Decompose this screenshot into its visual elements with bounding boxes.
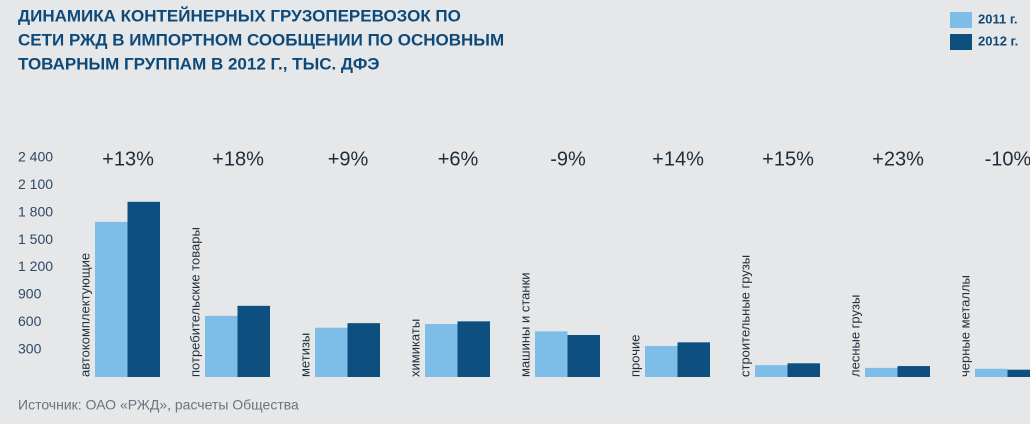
bar: [567, 335, 600, 377]
legend-label: 2012 г.: [978, 33, 1018, 48]
y-tick-label: 1 200: [18, 258, 53, 274]
change-label: -10%: [985, 148, 1030, 170]
bar: [865, 367, 898, 377]
legend-swatch: [950, 34, 972, 50]
change-label: +6%: [438, 148, 479, 170]
chart-title: СЕТИ РЖД В ИМПОРТНОМ СООБЩЕНИИ ПО ОСНОВН…: [18, 30, 504, 49]
bar: [205, 315, 238, 377]
category-label: прочие: [627, 335, 642, 377]
bar: [645, 345, 678, 377]
category-label: автокомплектующие: [77, 253, 92, 377]
category-label: строительные грузы: [737, 255, 752, 377]
category-label: машины и станки: [517, 272, 532, 377]
category-label: химикаты: [407, 319, 422, 377]
bar: [975, 368, 1008, 377]
y-tick-label: 2 100: [18, 176, 53, 192]
y-tick-label: 2 400: [18, 149, 53, 165]
change-label: +15%: [762, 148, 814, 170]
legend-swatch: [950, 12, 972, 28]
bar: [315, 327, 348, 377]
y-tick-label: 300: [18, 340, 42, 356]
y-tick-label: 600: [18, 313, 42, 329]
bar: [897, 366, 930, 377]
bar: [457, 321, 490, 377]
bar: [95, 221, 128, 377]
bar: [127, 201, 160, 377]
category-label: черные металлы: [957, 275, 972, 377]
category-label: метизы: [297, 333, 312, 377]
y-tick-label: 900: [18, 286, 42, 302]
change-label: +18%: [212, 148, 264, 170]
chart-title: ДИНАМИКА КОНТЕЙНЕРНЫХ ГРУЗОПЕРЕВОЗОК ПО: [18, 6, 461, 25]
bar: [237, 305, 270, 377]
category-label: лесные грузы: [847, 295, 862, 377]
bar: [787, 363, 820, 377]
bar: [677, 342, 710, 377]
chart-title: ТОВАРНЫМ ГРУППАМ В 2012 Г., ТЫС. ДФЭ: [18, 54, 379, 73]
y-tick-label: 1 500: [18, 231, 53, 247]
change-label: +14%: [652, 148, 704, 170]
bar: [425, 324, 458, 377]
bar: [347, 323, 380, 377]
source: Источник: ОАО «РЖД», расчеты Общества: [18, 397, 299, 413]
category-label: потребительские товары: [187, 227, 202, 377]
bar: [535, 331, 568, 377]
change-label: -9%: [550, 148, 586, 170]
legend-label: 2011 г.: [978, 11, 1018, 26]
change-label: +23%: [872, 148, 924, 170]
change-label: +9%: [328, 148, 369, 170]
bar: [1007, 369, 1030, 377]
y-tick-label: 1 800: [18, 203, 53, 219]
change-label: +13%: [102, 148, 154, 170]
bar: [755, 365, 788, 377]
